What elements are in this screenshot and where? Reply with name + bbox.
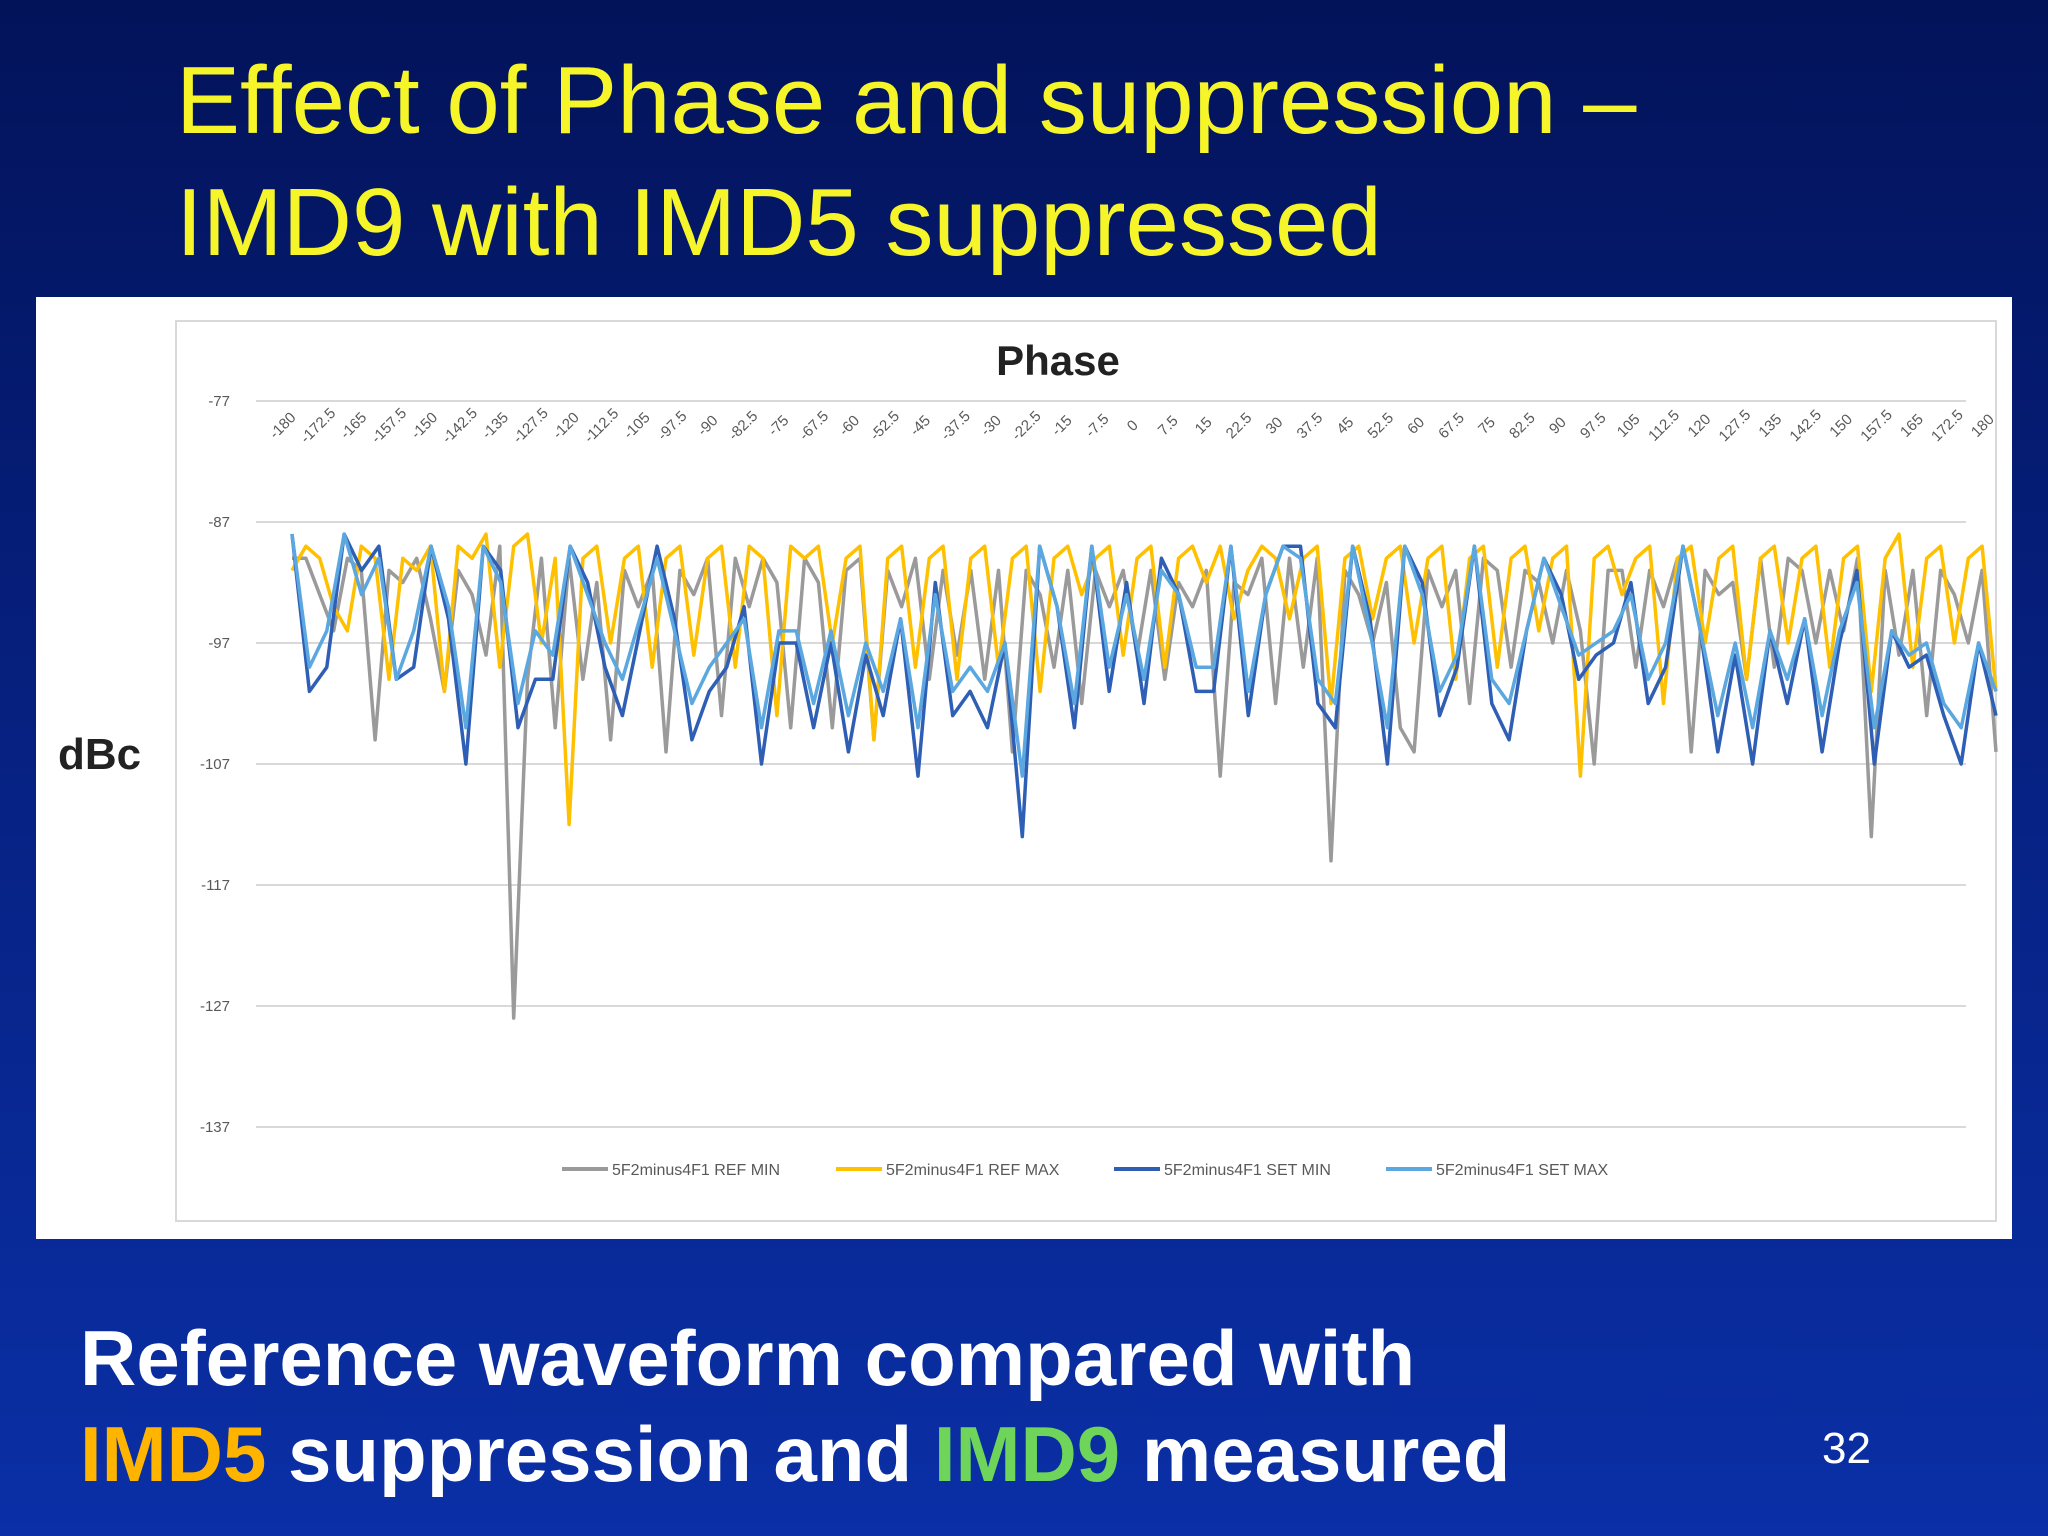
legend-label: 5F2minus4F1 SET MAX (1436, 1162, 1609, 1179)
y-tick-label: -137 (200, 1119, 230, 1136)
caption-line-1: Reference waveform compared with (80, 1314, 1416, 1402)
chart-title: Phase (996, 337, 1120, 384)
legend-label: 5F2minus4F1 REF MIN (612, 1162, 780, 1179)
plot-frame (175, 320, 1997, 1222)
title-line-1: Effect of Phase and suppression – (176, 47, 1637, 154)
y-axis-label: dBc (58, 730, 142, 779)
page-number: 32 (1822, 1424, 1871, 1473)
y-tick-label: -87 (208, 514, 230, 531)
y-tick-label: -127 (200, 998, 230, 1015)
caption-line-2: IMD5 suppression and IMD9 measured (80, 1406, 1780, 1502)
chart-panel: Phase -77 -87 -97 -107 -117 -127 -137 -180 -172… (36, 297, 2012, 1239)
slide-caption: Reference waveform compared with IMD5 su… (80, 1310, 1780, 1502)
title-line-2: IMD9 with IMD5 suppressed (176, 169, 1382, 276)
series-line (290, 532, 1998, 827)
caption-highlight-imd5: IMD5 (80, 1410, 267, 1498)
y-tick-label: -107 (200, 756, 230, 773)
caption-mid-text: suppression and (266, 1410, 934, 1498)
y-tick-label: -77 (208, 393, 230, 410)
phase-chart: Phase -77-87-97-107-117-127-137 -180-172… (175, 320, 1998, 1222)
slide-title: Effect of Phase and suppression – IMD9 w… (176, 40, 1976, 284)
legend-label: 5F2minus4F1 REF MAX (886, 1162, 1060, 1179)
caption-end-text: measured (1120, 1410, 1511, 1498)
y-tick-label: -97 (208, 635, 230, 652)
caption-highlight-imd9: IMD9 (933, 1410, 1121, 1498)
legend-label: 5F2minus4F1 SET MIN (1164, 1162, 1331, 1179)
y-tick-label: -117 (201, 877, 230, 894)
series-line (290, 532, 1998, 778)
series-line (292, 544, 1998, 1020)
